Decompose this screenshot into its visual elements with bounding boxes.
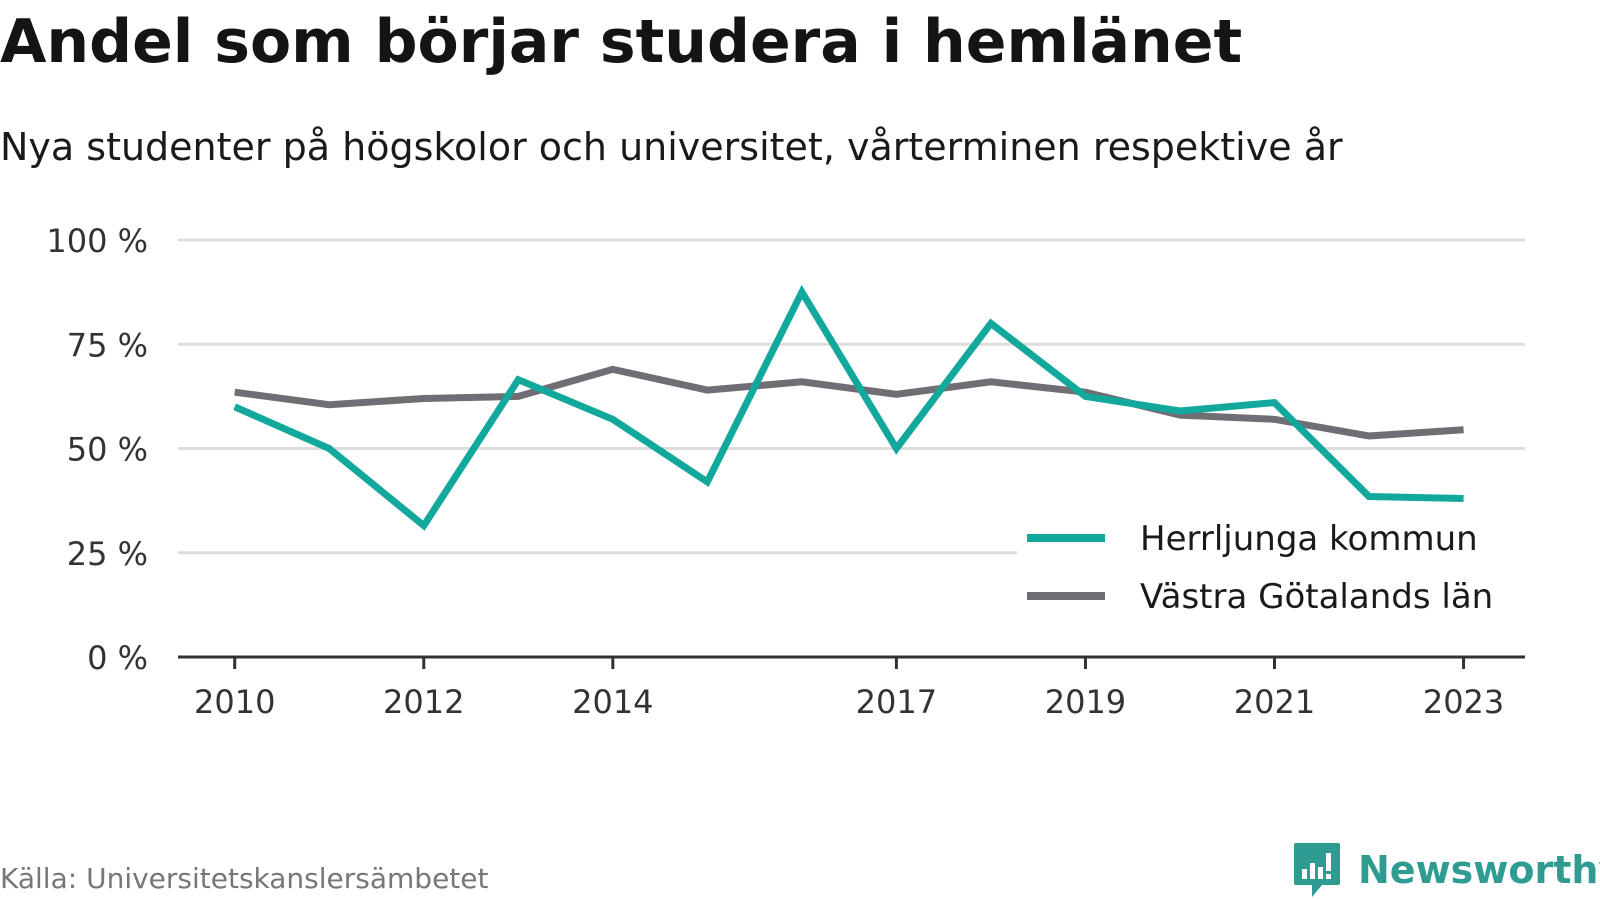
newsworthy-logo-icon (1294, 843, 1340, 897)
x-tick-label: 2019 (1045, 683, 1126, 721)
series-line-herrljunga-kommun (233, 284, 1464, 531)
y-axis: 0 % 25 % 50 % 75 % 100 % (46, 222, 148, 677)
x-tick-label: 2010 (194, 683, 275, 721)
series-line-v-stra-g-talands-l-n (234, 365, 1464, 440)
source-note: Källa: Universitetskanslersämbetet (0, 862, 489, 895)
y-tick-label: 0 % (87, 639, 148, 677)
legend: Herrljunga kommun Västra Götalands län (1017, 518, 1527, 638)
x-tick-label: 2021 (1234, 683, 1315, 721)
y-tick-label: 100 % (46, 222, 148, 260)
y-tick-label: 75 % (67, 326, 148, 364)
chart-subtitle: Nya studenter på högskolor och universit… (0, 125, 1343, 169)
legend-label: Västra Götalands län (1140, 577, 1493, 617)
x-tick-label: 2014 (572, 683, 653, 721)
brand-name: Newsworthy (1358, 848, 1600, 892)
x-axis: 2010 2012 2014 2017 2019 2021 2023 (178, 655, 1525, 721)
chart-title: Andel som börjar studera i hemlänet (0, 7, 1243, 77)
x-tick-label: 2017 (856, 683, 937, 721)
brand-logo: Newsworthy (1292, 840, 1600, 900)
series-lines (233, 284, 1464, 531)
x-tick-label: 2023 (1423, 683, 1504, 721)
y-tick-label: 25 % (67, 535, 148, 573)
x-tick-label: 2012 (383, 683, 464, 721)
legend-label: Herrljunga kommun (1140, 519, 1478, 559)
grid-lines (178, 238, 1525, 555)
y-tick-label: 50 % (67, 431, 148, 469)
